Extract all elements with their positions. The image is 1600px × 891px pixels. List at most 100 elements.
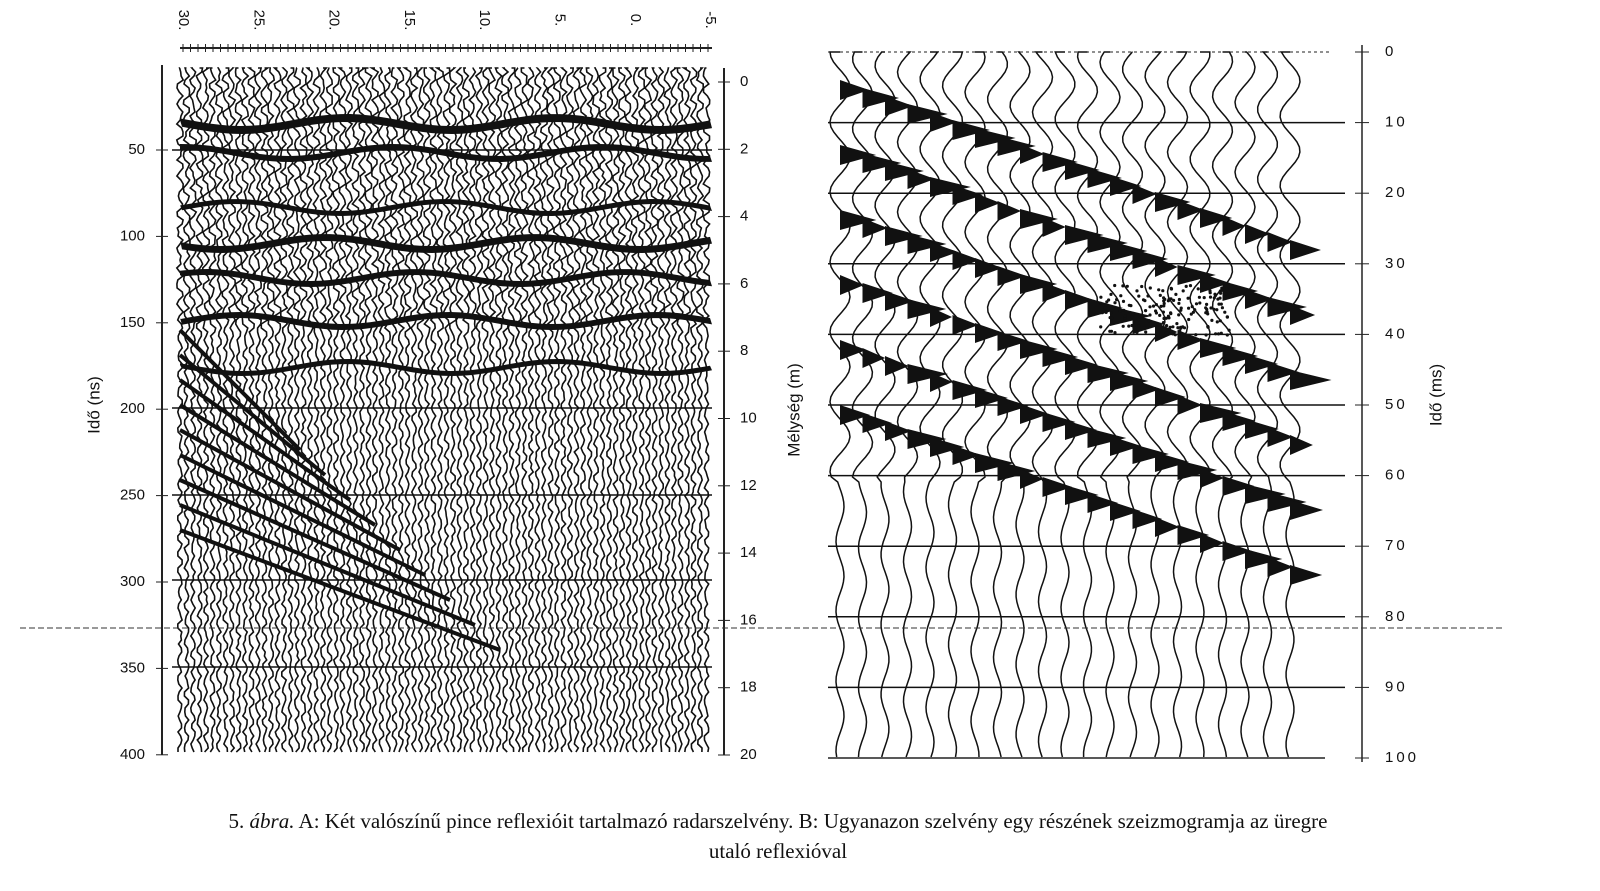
wavelet (1245, 354, 1279, 374)
cavity-dot (1216, 297, 1220, 301)
diffraction (178, 353, 327, 477)
trace (1009, 51, 1031, 758)
wavelet (1267, 362, 1299, 382)
wavelet (1245, 549, 1283, 569)
wavelet (1290, 565, 1323, 585)
wavelet (997, 266, 1027, 286)
wavelet (975, 128, 1016, 148)
time-label: 100 (120, 227, 145, 244)
wavelet (1200, 468, 1224, 488)
time-label: 30 (1385, 255, 1408, 272)
wavelet (930, 177, 971, 197)
reflection-band (180, 359, 712, 376)
cavity-dot (1141, 298, 1146, 302)
wavelet (1132, 509, 1163, 529)
cavity-dot (1166, 314, 1170, 318)
wavelet (997, 396, 1029, 416)
wavelet (975, 193, 1001, 213)
cavity-dot (1194, 302, 1199, 306)
wavelet (1267, 427, 1294, 447)
cavity-dot (1135, 289, 1139, 293)
trace (1279, 51, 1301, 758)
cavity-dot (1184, 284, 1188, 288)
cavity-dot (1227, 328, 1231, 332)
wavelet (975, 323, 1005, 343)
cavity-dot (1161, 321, 1165, 325)
cavity-dot (1121, 299, 1126, 303)
wavelet (1290, 500, 1324, 520)
time-label: 20 (1385, 184, 1408, 201)
cavity-dot (1225, 287, 1229, 291)
cavity-dot (1197, 295, 1201, 299)
wavelet (1065, 290, 1094, 310)
wavelet (997, 461, 1036, 481)
cavity-dot (1163, 297, 1167, 301)
cavity-dot (1219, 302, 1223, 306)
cavity-dot (1123, 316, 1127, 320)
wavelet (1042, 152, 1078, 172)
wavelet (840, 210, 877, 230)
cavity-dot (1176, 326, 1180, 330)
cavity-dot (1157, 288, 1161, 292)
wavelet (1245, 289, 1274, 309)
wavelet (1222, 281, 1259, 301)
wavelet (930, 307, 953, 327)
time-label: 0 (1385, 43, 1396, 60)
depth-label: 6 (740, 275, 748, 292)
cavity-dot (1216, 332, 1221, 336)
trace (1189, 51, 1211, 758)
cavity-dot (1144, 330, 1148, 334)
cavity-dot (1194, 333, 1198, 337)
wavelet (1155, 517, 1180, 537)
wavelet (1177, 265, 1216, 285)
wavelet (1020, 404, 1049, 424)
wavelet (1245, 224, 1271, 244)
trace (829, 51, 851, 758)
wavelet (1020, 274, 1058, 294)
cavity-dot (1130, 315, 1134, 319)
cavity-dot (1220, 306, 1224, 310)
depth-label: 12 (740, 477, 757, 494)
trace (1121, 51, 1144, 758)
reflection-band (180, 114, 712, 134)
wavelet (1222, 411, 1256, 431)
wavelet (885, 356, 909, 376)
cavity-dot (1154, 311, 1158, 315)
cavity-dot (1113, 331, 1117, 335)
cavity-dot (1137, 324, 1141, 328)
wavelet (1155, 257, 1178, 277)
depth-label: 0 (740, 73, 748, 90)
time-label: 250 (120, 487, 145, 504)
cavity-dot (1177, 333, 1181, 337)
distance-label: 25. (250, 10, 267, 31)
wavelet (1042, 282, 1070, 302)
depth-label: 16 (740, 611, 757, 628)
depth-label: 20 (740, 746, 757, 763)
reflection-band (180, 269, 712, 287)
time-label: 200 (120, 400, 145, 417)
cavity-dot (1224, 292, 1228, 296)
time-label: 300 (120, 573, 145, 590)
wavelet (1065, 160, 1100, 180)
cavity-dot (1204, 311, 1208, 315)
cavity-dot (1220, 288, 1224, 292)
time-label: 90 (1385, 678, 1408, 695)
wavelet (1290, 435, 1313, 455)
cavity-dot (1202, 296, 1206, 300)
cavity-dot (1122, 308, 1126, 312)
cavity-dot (1223, 310, 1227, 314)
cavity-dot (1129, 304, 1133, 308)
time-title-b: Idő (ms) (1426, 364, 1445, 426)
depth-label: 14 (740, 544, 757, 561)
cavity-dot (1215, 308, 1219, 312)
trace (1031, 51, 1054, 758)
cavity-dot (1189, 312, 1193, 316)
wavelet (885, 96, 914, 116)
wavelet (1200, 403, 1242, 423)
wavelet (1245, 419, 1279, 439)
cavity-dot (1210, 318, 1214, 322)
cavity-dot (1121, 324, 1125, 328)
reflection-band (180, 199, 712, 216)
wavelet (975, 388, 1008, 408)
depth-label: 18 (740, 679, 757, 696)
